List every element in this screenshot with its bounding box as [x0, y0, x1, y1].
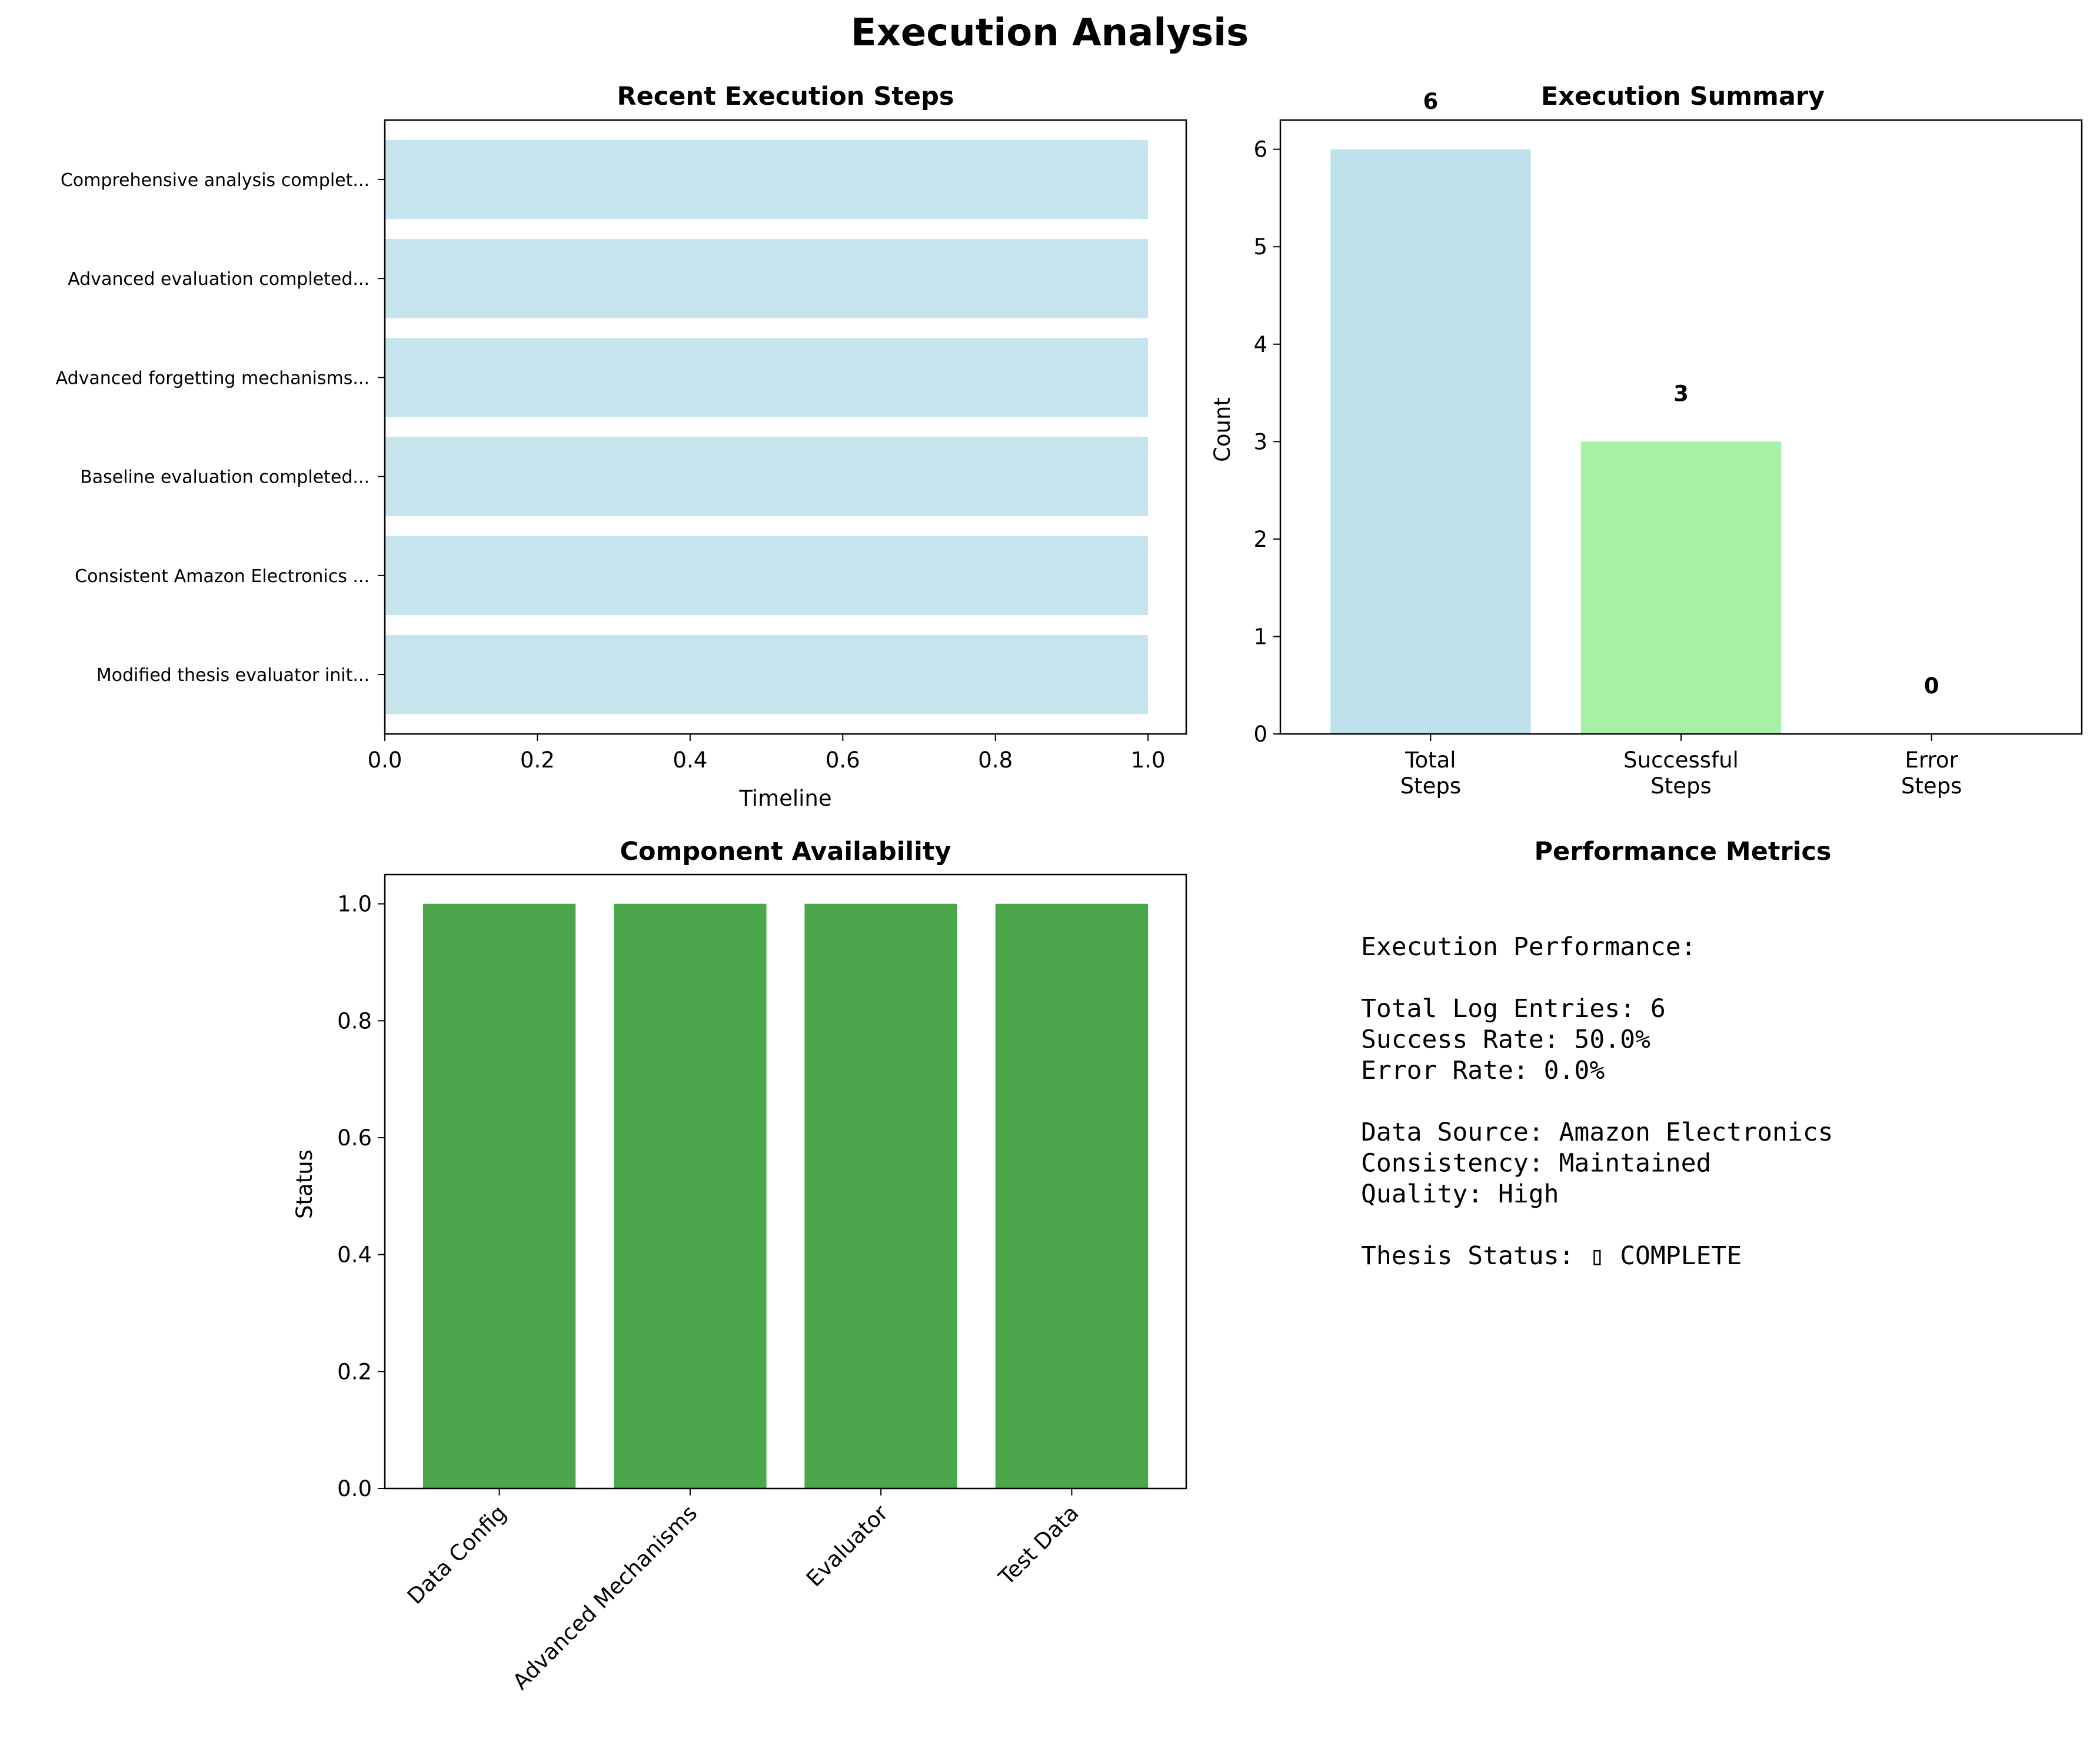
metrics-line: Thesis Status: ▯ COMPLETE [1361, 1241, 1742, 1271]
steps-category-label: Advanced evaluation completed... [68, 269, 370, 290]
availability-chart-title: Component Availability [620, 837, 951, 866]
metrics-line: Data Source: Amazon Electronics [1361, 1118, 1833, 1147]
steps-bar [385, 536, 1149, 616]
availability-y-axis-label: Status [292, 1149, 317, 1219]
metrics-line: Success Rate: 50.0% [1361, 1025, 1650, 1055]
steps-x-tick-label: 0.0 [368, 747, 402, 773]
summary-x-tick-label: Steps [1400, 773, 1462, 799]
metrics-line: Quality: High [1361, 1179, 1559, 1209]
availability-bar-evaluator [804, 903, 957, 1488]
metrics-line: Total Log Entries: 6 [1361, 994, 1666, 1023]
performance-metrics-panel: Performance Metrics Execution Performanc… [1361, 837, 1833, 1271]
summary-y-tick-label: 5 [1253, 234, 1267, 260]
summary-data-label: 3 [1673, 381, 1689, 407]
availability-x-tick-label: Evaluator [801, 1500, 893, 1591]
steps-chart-title: Recent Execution Steps [617, 82, 954, 111]
recent-execution-steps-chart: Recent Execution Steps Modified thesis e… [56, 82, 1187, 811]
steps-x-tick-label: 0.8 [978, 747, 1013, 773]
availability-y-tick-label: 0.2 [337, 1359, 372, 1384]
steps-x-tick-label: 0.6 [826, 747, 860, 773]
availability-y-tick-label: 0.0 [337, 1476, 372, 1501]
summary-x-tick-label: Total [1405, 747, 1456, 773]
availability-bar-test-data [995, 903, 1149, 1488]
steps-x-tick-label: 0.2 [520, 747, 555, 773]
summary-bar-total-steps [1330, 149, 1531, 734]
steps-bar [385, 139, 1149, 220]
summary-bar-successful-steps [1580, 441, 1782, 734]
summary-y-tick-label: 1 [1253, 624, 1267, 649]
steps-x-tick-label: 0.4 [673, 747, 707, 773]
component-availability-chart: Component Availability Data ConfigAdvanc… [292, 837, 1187, 1694]
steps-category-label: Comprehensive analysis complet... [61, 170, 370, 191]
availability-y-tick-label: 0.8 [337, 1008, 372, 1034]
metrics-line: Execution Performance: [1361, 932, 1696, 962]
summary-y-axis-label: Count [1210, 397, 1235, 462]
availability-x-tick-label: Data Config [402, 1500, 511, 1609]
summary-y-tick-label: 6 [1253, 137, 1267, 162]
steps-x-tick-label: 1.0 [1131, 747, 1166, 773]
steps-category-label: Advanced forgetting mechanisms... [56, 368, 370, 388]
steps-bar [385, 634, 1149, 715]
summary-plot-area: 6TotalSteps3SuccessfulSteps0ErrorSteps01… [1253, 89, 2083, 799]
summary-y-tick-label: 0 [1253, 722, 1267, 747]
availability-axes-frame [384, 873, 1187, 1490]
summary-y-tick-label: 2 [1253, 527, 1267, 552]
summary-x-tick-label: Steps [1650, 773, 1712, 799]
summary-x-tick-label: Error [1905, 747, 1959, 773]
availability-y-tick-label: 0.4 [337, 1242, 372, 1268]
steps-category-label: Modified thesis evaluator init... [96, 665, 370, 686]
steps-category-label: Consistent Amazon Electronics ... [75, 566, 370, 587]
availability-x-tick-label: Advanced Mechanisms [508, 1500, 702, 1694]
metrics-line: Consistency: Maintained [1361, 1149, 1711, 1178]
availability-bar-data-config [422, 903, 576, 1488]
summary-data-label: 0 [1924, 673, 1939, 699]
availability-bar-advanced-mechanisms [614, 903, 767, 1488]
execution-summary-chart: Execution Summary 6TotalSteps3Successful… [1210, 82, 2083, 799]
summary-y-tick-label: 3 [1253, 429, 1267, 454]
availability-y-tick-label: 1.0 [337, 892, 372, 917]
summary-axes-frame [1279, 119, 2083, 735]
metrics-text-block: Execution Performance: Total Log Entries:… [1361, 932, 1833, 1271]
steps-axes-frame [384, 119, 1187, 735]
figure-title: Execution Analysis [851, 11, 1249, 55]
steps-bar [385, 338, 1149, 417]
steps-x-axis-label: Timeline [738, 786, 831, 811]
metrics-title: Performance Metrics [1535, 837, 1832, 866]
availability-x-tick-label: Test Data [993, 1500, 1083, 1590]
metrics-line: Error Rate: 0.0% [1361, 1056, 1605, 1085]
summary-x-tick-label: Steps [1901, 773, 1962, 799]
steps-category-label: Baseline evaluation completed... [80, 467, 370, 488]
steps-bar [385, 238, 1149, 318]
summary-data-label: 6 [1423, 89, 1439, 114]
steps-bar [385, 437, 1149, 516]
summary-x-tick-label: Successful [1623, 747, 1739, 773]
summary-chart-title: Execution Summary [1541, 82, 1825, 111]
steps-plot-area: Modified thesis evaluator init... Consist… [56, 119, 1187, 773]
availability-y-tick-label: 0.6 [337, 1125, 372, 1151]
summary-y-tick-label: 4 [1253, 332, 1267, 357]
